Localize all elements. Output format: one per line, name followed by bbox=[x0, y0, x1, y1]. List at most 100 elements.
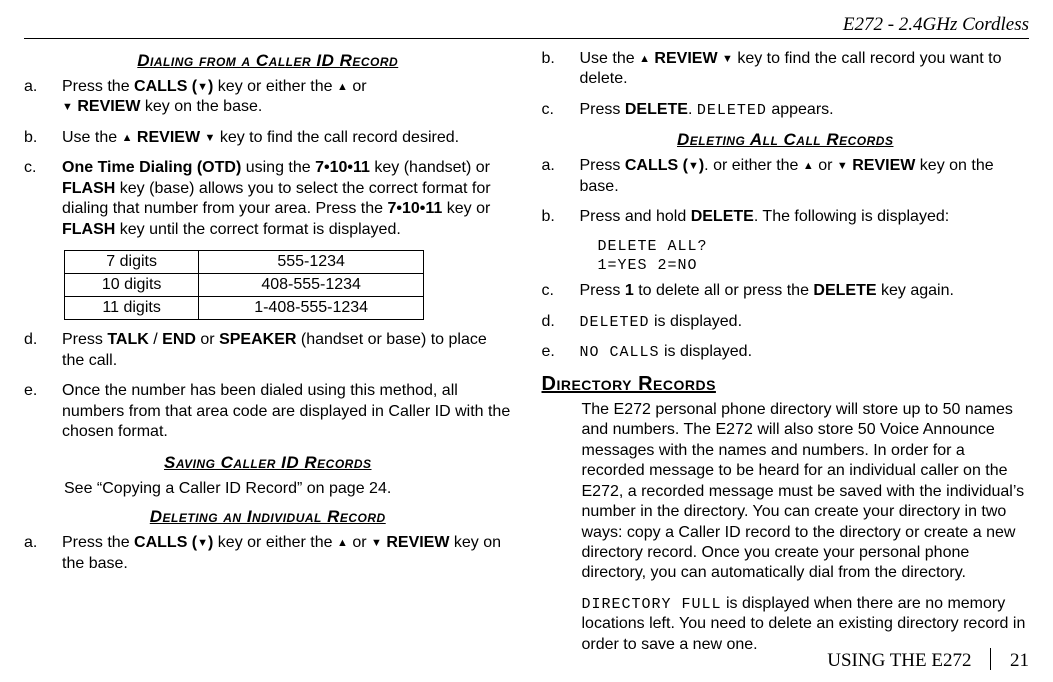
step-marker: d. bbox=[542, 312, 566, 332]
text: Press and hold bbox=[580, 208, 691, 225]
step-marker: e. bbox=[542, 342, 566, 362]
text: key until the correct format is displaye… bbox=[115, 221, 400, 238]
text: to delete all or press the bbox=[634, 282, 814, 299]
text: . The following is displayed: bbox=[754, 208, 949, 225]
digits-table: 7 digits555-1234 10 digits408-555-1234 1… bbox=[64, 250, 424, 320]
paragraph: DIRECTORY FULL is displayed when there a… bbox=[582, 594, 1030, 655]
step-body: Use the ▲ REVIEW ▼ key to find the call … bbox=[62, 128, 512, 148]
step-b: b. Use the ▲ REVIEW ▼ key to find the ca… bbox=[542, 49, 1030, 90]
up-triangle-icon: ▲ bbox=[803, 160, 814, 172]
text: REVIEW bbox=[132, 129, 204, 146]
left-column: Dialing from a Caller ID Record a. Press… bbox=[24, 49, 512, 665]
step-body: Once the number has been dialed using th… bbox=[62, 381, 512, 442]
text: Use the bbox=[580, 50, 640, 67]
text: 7•10•11 bbox=[315, 159, 370, 176]
text: CALLS (▼) bbox=[625, 157, 704, 174]
steps-delete-all-cont: c. Press 1 to delete all or press the DE… bbox=[542, 281, 1030, 362]
text: using the bbox=[241, 159, 315, 176]
down-triangle-icon: ▼ bbox=[62, 101, 73, 113]
down-triangle-icon: ▼ bbox=[722, 53, 733, 65]
step-e: e. NO CALLS is displayed. bbox=[542, 342, 1030, 362]
heading-saving: Saving Caller ID Records bbox=[24, 453, 512, 473]
step-c: c. One Time Dialing (OTD) using the 7•10… bbox=[24, 158, 512, 240]
step-body: DELETED is displayed. bbox=[580, 312, 1030, 332]
text: CALLS (▼) bbox=[134, 78, 213, 95]
table-cell: 7 digits bbox=[65, 251, 199, 274]
table-cell: 1-408-555-1234 bbox=[199, 297, 424, 320]
right-column: b. Use the ▲ REVIEW ▼ key to find the ca… bbox=[542, 49, 1030, 665]
step-marker: a. bbox=[24, 77, 48, 118]
step-body: Press the CALLS (▼) key or either the ▲ … bbox=[62, 533, 512, 574]
step-body: Use the ▲ REVIEW ▼ key to find the call … bbox=[580, 49, 1030, 90]
text: or bbox=[348, 78, 367, 95]
text: Press the bbox=[62, 78, 134, 95]
step-body: One Time Dialing (OTD) using the 7•10•11… bbox=[62, 158, 512, 240]
text: Press the bbox=[62, 534, 134, 551]
text: key or either the bbox=[213, 78, 337, 95]
heading-delete-individual: Deleting an Individual Record bbox=[24, 507, 512, 527]
step-body: Press CALLS (▼). or either the ▲ or ▼ RE… bbox=[580, 156, 1030, 197]
heading-directory-records: Directory Records bbox=[542, 373, 1030, 396]
step-body: Press the CALLS (▼) key or either the ▲ … bbox=[62, 77, 512, 118]
table-row: 10 digits408-555-1234 bbox=[65, 274, 424, 297]
table-row: 7 digits555-1234 bbox=[65, 251, 424, 274]
text: 7•10•11 bbox=[388, 200, 443, 217]
paragraph: The E272 personal phone directory will s… bbox=[582, 400, 1030, 584]
step-b: b. Press and hold DELETE. The following … bbox=[542, 207, 1030, 227]
text: is displayed. bbox=[650, 313, 743, 330]
text: REVIEW bbox=[650, 50, 722, 67]
step-body: NO CALLS is displayed. bbox=[580, 342, 1030, 362]
text: / bbox=[149, 331, 162, 348]
text: DELETE bbox=[813, 282, 876, 299]
text: END bbox=[162, 331, 196, 348]
step-marker: a. bbox=[24, 533, 48, 574]
text: key again. bbox=[877, 282, 954, 299]
text: key (handset) or bbox=[370, 159, 490, 176]
text: TALK bbox=[107, 331, 148, 348]
heading-dialing: Dialing from a Caller ID Record bbox=[24, 51, 512, 71]
text: CALLS (▼) bbox=[134, 534, 213, 551]
text: . or either the bbox=[704, 157, 803, 174]
text: key on the base. bbox=[140, 98, 262, 115]
steps-dialing-cont: d. Press TALK / END or SPEAKER (handset … bbox=[24, 330, 512, 442]
display-line: DELETE ALL? bbox=[598, 238, 1030, 257]
step-marker: a. bbox=[542, 156, 566, 197]
step-d: d. DELETED is displayed. bbox=[542, 312, 1030, 332]
steps-delete-individual-cont: b. Use the ▲ REVIEW ▼ key to find the ca… bbox=[542, 49, 1030, 120]
text: or bbox=[814, 157, 837, 174]
display-text: DELETED bbox=[697, 102, 767, 119]
text: REVIEW bbox=[848, 157, 916, 174]
text: . bbox=[688, 101, 697, 118]
step-body: Press and hold DELETE. The following is … bbox=[580, 207, 1030, 227]
text: or bbox=[348, 534, 371, 551]
up-triangle-icon: ▲ bbox=[122, 132, 133, 144]
step-marker: e. bbox=[24, 381, 48, 442]
text: One Time Dialing (OTD) bbox=[62, 159, 241, 176]
display-text: DELETED bbox=[580, 314, 650, 331]
step-marker: c. bbox=[542, 100, 566, 120]
down-triangle-icon: ▼ bbox=[197, 537, 208, 549]
text: is displayed. bbox=[660, 343, 753, 360]
display-text: NO CALLS bbox=[580, 344, 660, 361]
text: 1 bbox=[625, 282, 634, 299]
text: appears. bbox=[767, 101, 834, 118]
text: Press bbox=[580, 157, 625, 174]
page-number: 21 bbox=[1010, 650, 1029, 671]
step-marker: d. bbox=[24, 330, 48, 371]
step-marker: b. bbox=[542, 207, 566, 227]
text: Press bbox=[62, 331, 107, 348]
display-line: 1=YES 2=NO bbox=[598, 257, 1030, 276]
down-triangle-icon: ▼ bbox=[837, 160, 848, 172]
text: DELETE bbox=[691, 208, 754, 225]
up-triangle-icon: ▲ bbox=[337, 81, 348, 93]
steps-delete-all: a. Press CALLS (▼). or either the ▲ or ▼… bbox=[542, 156, 1030, 227]
footer-label: USING THE E272 bbox=[827, 650, 971, 671]
text: or bbox=[196, 331, 219, 348]
step-marker: b. bbox=[542, 49, 566, 90]
step-marker: c. bbox=[24, 158, 48, 240]
down-triangle-icon: ▼ bbox=[688, 160, 699, 172]
steps-dialing: a. Press the CALLS (▼) key or either the… bbox=[24, 77, 512, 240]
table-cell: 11 digits bbox=[65, 297, 199, 320]
page-header: E272 - 2.4GHz Cordless bbox=[24, 14, 1029, 39]
table-row: 11 digits1-408-555-1234 bbox=[65, 297, 424, 320]
